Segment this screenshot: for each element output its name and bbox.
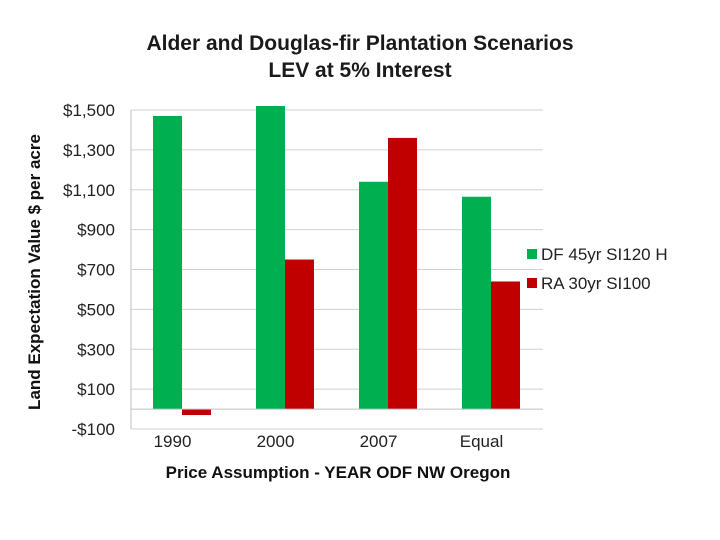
y-tick-label: $500 (77, 300, 115, 319)
bar-df-1990 (153, 115, 182, 410)
y-tick-label: $1,100 (63, 181, 115, 200)
y-tick-label: $1,500 (63, 101, 115, 120)
legend-label: RA 30yr SI100 (541, 274, 651, 293)
bar-df-2000 (256, 106, 285, 410)
x-tick-label: 2000 (257, 432, 295, 451)
y-tick-label: $100 (77, 380, 115, 399)
axes: -$100 $100 $300 $500 $700 $900 $1,100 $1,300 $1,… (63, 101, 543, 451)
chart-title: Alder and Douglas-fir Plantation Scenari… (0, 30, 720, 84)
bar-ra-equal (491, 281, 520, 410)
y-tick-label: $700 (77, 261, 115, 280)
bar-df-equal (462, 196, 491, 410)
bar-df-2007 (359, 181, 388, 410)
chart-subtitle: LEV at 5% Interest (268, 59, 452, 82)
y-tick-label: $900 (77, 221, 115, 240)
chart-title-line: Alder and Douglas-fir Plantation Scenari… (146, 32, 574, 55)
bar-ra-2007 (388, 137, 417, 410)
y-tick-label: $1,300 (63, 141, 115, 160)
legend: DF 45yr SI120 H RA 30yr SI100 (527, 245, 668, 293)
y-axis-title: Land Expectation Value $ per acre (25, 134, 44, 410)
y-tick-label: -$100 (72, 420, 115, 439)
legend-swatch (527, 249, 537, 259)
x-tick-label: Equal (460, 432, 503, 451)
bar-ra-2000 (285, 259, 314, 410)
y-tick-label: $300 (77, 340, 115, 359)
bars (153, 106, 520, 416)
x-tick-label: 1990 (154, 432, 192, 451)
bar-ra-1990 (182, 409, 211, 416)
x-tick-label: 2007 (360, 432, 398, 451)
legend-swatch (527, 278, 537, 288)
legend-label: DF 45yr SI120 H (541, 245, 668, 264)
x-axis-title: Price Assumption - YEAR ODF NW Oregon (166, 463, 511, 482)
